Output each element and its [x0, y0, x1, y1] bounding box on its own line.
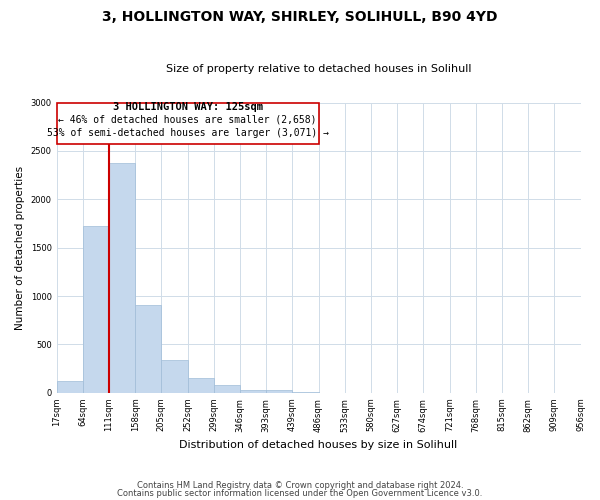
Bar [188, 378, 214, 393]
Bar [83, 226, 109, 393]
Title: Size of property relative to detached houses in Solihull: Size of property relative to detached ho… [166, 64, 471, 74]
Text: 53% of semi-detached houses are larger (3,071) →: 53% of semi-detached houses are larger (… [47, 128, 329, 138]
Text: Contains public sector information licensed under the Open Government Licence v3: Contains public sector information licen… [118, 488, 482, 498]
Bar [266, 390, 292, 393]
Text: ← 46% of detached houses are smaller (2,658): ← 46% of detached houses are smaller (2,… [58, 115, 317, 125]
Bar [135, 305, 161, 393]
Text: 3 HOLLINGTON WAY: 125sqm: 3 HOLLINGTON WAY: 125sqm [113, 102, 263, 113]
Bar [109, 162, 135, 393]
Bar [214, 385, 240, 393]
Y-axis label: Number of detached properties: Number of detached properties [15, 166, 25, 330]
FancyBboxPatch shape [56, 102, 319, 144]
Bar [240, 390, 266, 393]
Text: Contains HM Land Registry data © Crown copyright and database right 2024.: Contains HM Land Registry data © Crown c… [137, 481, 463, 490]
X-axis label: Distribution of detached houses by size in Solihull: Distribution of detached houses by size … [179, 440, 458, 450]
Bar [161, 360, 188, 393]
Bar [56, 381, 83, 393]
Text: 3, HOLLINGTON WAY, SHIRLEY, SOLIHULL, B90 4YD: 3, HOLLINGTON WAY, SHIRLEY, SOLIHULL, B9… [102, 10, 498, 24]
